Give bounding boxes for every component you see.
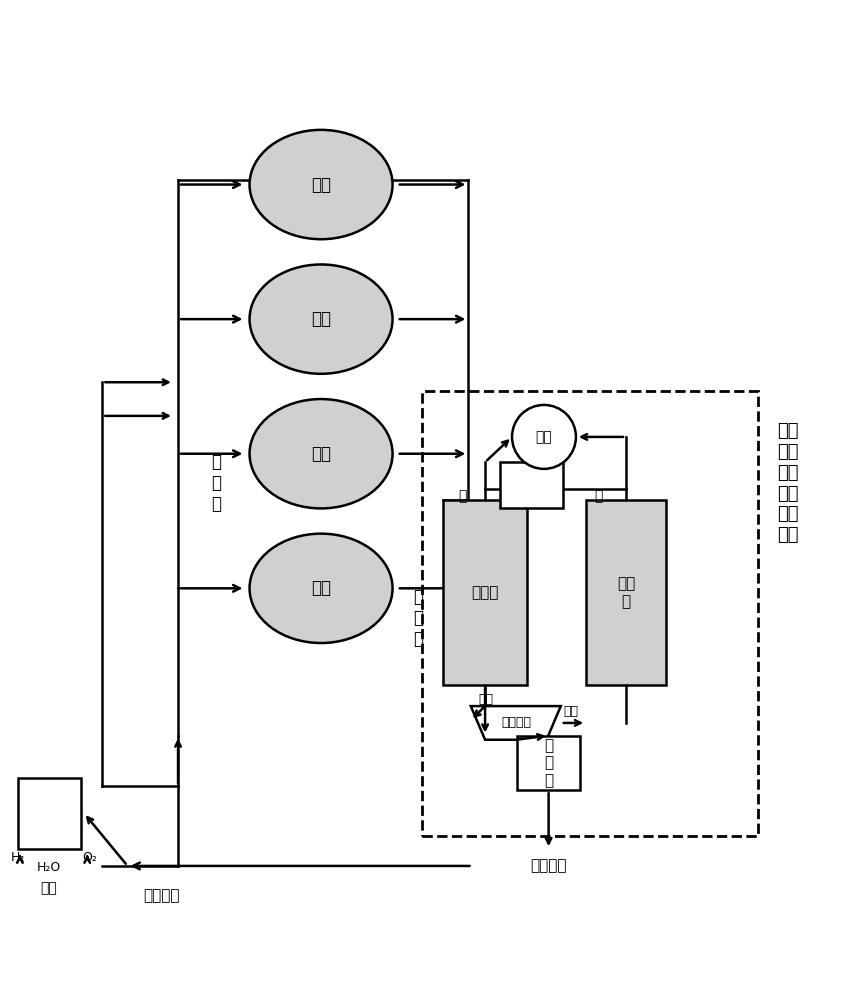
Text: 换热器: 换热器 [472,585,499,600]
Text: 气缸: 气缸 [311,579,331,597]
Text: 蒸汽: 蒸汽 [479,693,494,706]
Text: 气缸: 气缸 [311,445,331,463]
Text: 提供电能: 提供电能 [143,888,180,903]
Text: 气缸: 气缸 [311,176,331,194]
Text: H₂O: H₂O [36,861,61,874]
Text: 水泵: 水泵 [536,430,552,444]
Text: 电极: 电极 [41,882,57,896]
Text: 水: 水 [458,489,467,503]
Ellipse shape [250,399,392,508]
Circle shape [512,405,576,469]
Ellipse shape [250,534,392,643]
FancyBboxPatch shape [517,736,580,790]
Text: 输出电能: 输出电能 [530,858,567,873]
FancyBboxPatch shape [443,500,528,685]
Polygon shape [471,706,560,740]
Text: 乏汽: 乏汽 [563,705,578,718]
Text: 排
气
管: 排 气 管 [413,588,423,648]
FancyBboxPatch shape [500,462,563,508]
Text: H₂: H₂ [11,851,25,864]
Text: 水: 水 [594,489,603,503]
Text: 发
电
机: 发 电 机 [544,738,553,788]
Text: 冷凝
器: 冷凝 器 [617,576,636,609]
Text: O₂: O₂ [82,851,97,864]
Text: 朗肯
蒸汽
动力
循環
发电
装置: 朗肯 蒸汽 动力 循環 发电 装置 [777,422,798,544]
FancyBboxPatch shape [19,778,81,849]
Ellipse shape [250,130,392,239]
Text: 进
气
管: 进 气 管 [211,453,221,513]
Text: 气缸: 气缸 [311,310,331,328]
FancyBboxPatch shape [586,500,666,685]
Text: 动力涡轮: 动力涡轮 [501,716,531,729]
Ellipse shape [250,264,392,374]
